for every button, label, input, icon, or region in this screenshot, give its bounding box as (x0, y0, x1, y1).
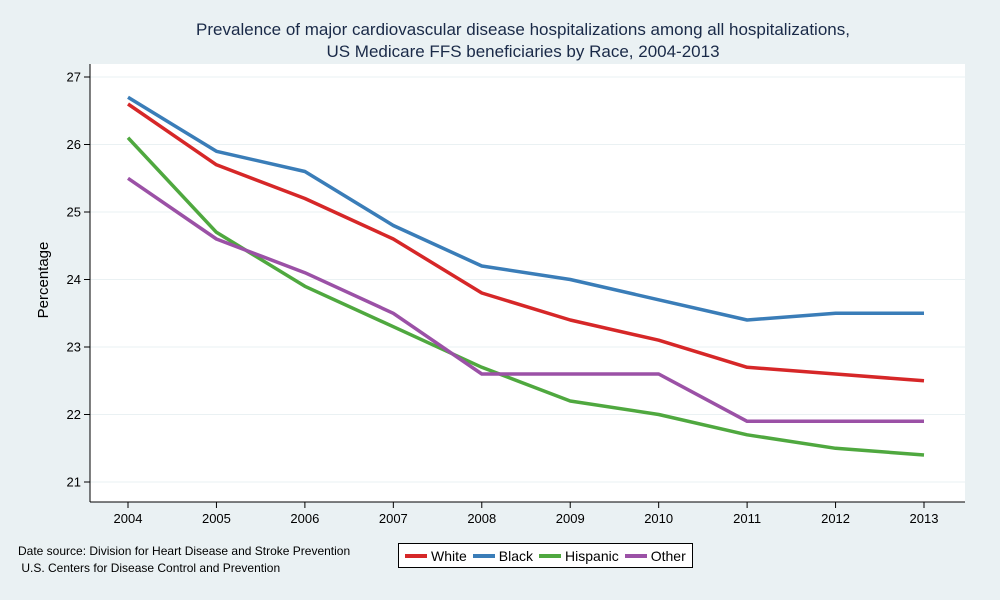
legend: White Black Hispanic Other (398, 543, 693, 568)
source-note-line-1: Date source: Division for Heart Disease … (18, 544, 351, 558)
series-line-hispanic (126, 136, 925, 457)
legend-label: Other (650, 547, 686, 564)
x-tick-label: 2010 (644, 511, 673, 526)
legend-item-other: Other (624, 547, 686, 564)
chart-title-line-1: Prevalence of major cardiovascular disea… (196, 20, 850, 39)
legend-label: White (431, 547, 467, 564)
x-tick-label: 2011 (733, 511, 761, 526)
x-tick-label: 2004 (114, 511, 143, 526)
y-tick-label: 23 (67, 340, 81, 355)
gridlines (90, 76, 965, 483)
y-tick-label: 22 (67, 407, 81, 422)
legend-swatch (539, 553, 562, 558)
legend-item-black: Black (472, 547, 534, 564)
x-tick-label: 2005 (202, 511, 231, 526)
x-tick-label: 2008 (467, 511, 496, 526)
x-tick-label: 2013 (910, 511, 939, 526)
legend-swatch (472, 553, 495, 558)
y-tick-label: 24 (67, 272, 81, 287)
series-lines (126, 95, 925, 457)
source-note-line-2: U.S. Centers for Disease Control and Pre… (18, 561, 281, 575)
x-tick-label: 2007 (379, 511, 408, 526)
y-tick-label: 25 (67, 205, 81, 220)
y-tick-label: 21 (67, 475, 81, 490)
y-axis-title: Percentage (35, 242, 52, 319)
x-tick-label: 2012 (821, 511, 850, 526)
x-tick-label: 2009 (556, 511, 585, 526)
legend-swatch (624, 553, 647, 558)
series-line-other (127, 176, 924, 424)
y-tick-label: 26 (67, 137, 81, 152)
legend-swatch (405, 553, 427, 558)
chart-title-line-2: US Medicare FFS beneficiaries by Race, 2… (326, 42, 719, 61)
legend-item-hispanic: Hispanic (539, 548, 619, 564)
x-tick-label: 2006 (290, 511, 319, 526)
source-note: Date source: Division for Heart Disease … (18, 543, 350, 577)
plot-area (90, 64, 965, 502)
y-tick-label: 27 (67, 70, 81, 85)
legend-label: Black (498, 547, 534, 564)
series-line-white (127, 102, 925, 383)
legend-item-white: White (405, 548, 467, 564)
axes: 21 22 23 24 25 26 27 2004 2005 2006 2007 2008 2009 20… (67, 64, 965, 526)
legend-label: Hispanic (565, 547, 619, 564)
series-line-black (127, 95, 924, 322)
